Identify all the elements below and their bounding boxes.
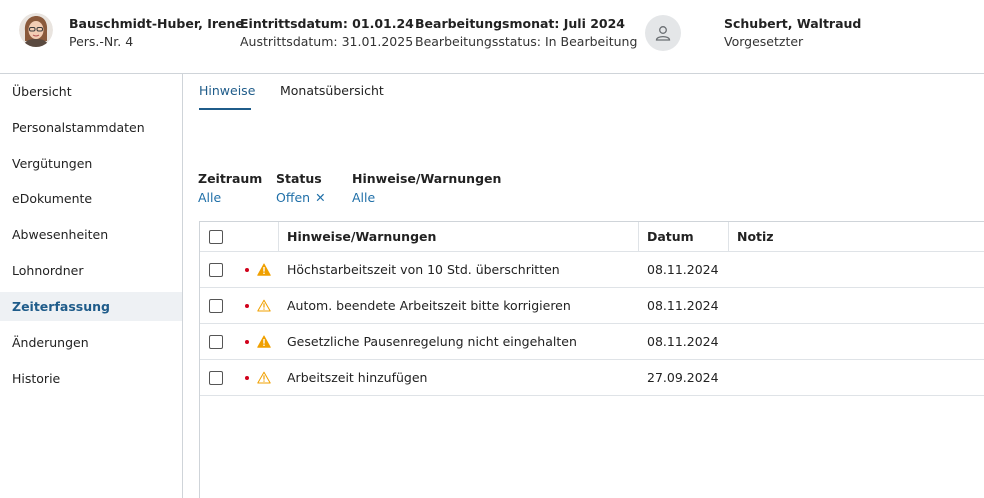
- filter-hinweise-value[interactable]: Alle: [352, 190, 376, 205]
- sidebar-item-uebersicht[interactable]: Übersicht: [12, 84, 72, 99]
- row-checkbox[interactable]: [209, 262, 223, 277]
- processing-status: Bearbeitungsstatus: In Bearbeitung: [415, 34, 638, 49]
- header: Bauschmidt-Huber, Irene Pers.-Nr. 4 Eint…: [0, 0, 984, 74]
- unread-dot-icon: [245, 267, 249, 272]
- supervisor-name: Schubert, Waltraud: [724, 16, 862, 31]
- tab-hinweise[interactable]: Hinweise: [199, 83, 256, 98]
- header-datum[interactable]: Datum: [647, 229, 694, 244]
- sidebar-item-historie[interactable]: Historie: [12, 371, 61, 386]
- table-header-row: Hinweise/Warnungen Datum Notiz: [200, 222, 984, 252]
- warning-filled-icon: [257, 263, 271, 276]
- row-date: 27.09.2024: [647, 370, 719, 385]
- select-all-checkbox[interactable]: [209, 229, 223, 244]
- table-row[interactable]: Gesetzliche Pausenregelung nicht eingeha…: [200, 324, 984, 360]
- supervisor-role: Vorgesetzter: [724, 34, 804, 49]
- row-text: Autom. beendete Arbeitszeit bitte korrig…: [287, 298, 571, 313]
- employee-name: Bauschmidt-Huber, Irene: [69, 16, 244, 31]
- header-hinweise[interactable]: Hinweise/Warnungen: [287, 229, 437, 244]
- hinweise-table: Hinweise/Warnungen Datum Notiz Höchstarb…: [199, 221, 984, 498]
- active-tab-indicator: [199, 108, 251, 110]
- sidebar-item-lohnordner[interactable]: Lohnordner: [12, 263, 84, 278]
- sidebar-item-zeiterfassung[interactable]: Zeiterfassung: [0, 292, 182, 321]
- sidebar-item-personalstammdaten[interactable]: Personalstammdaten: [12, 120, 145, 135]
- row-checkbox[interactable]: [209, 370, 223, 385]
- entry-date: Eintrittsdatum: 01.01.24: [240, 16, 414, 31]
- row-text: Arbeitszeit hinzufügen: [287, 370, 428, 385]
- row-date: 08.11.2024: [647, 262, 719, 277]
- sidebar-item-abwesenheiten[interactable]: Abwesenheiten: [12, 227, 109, 242]
- clear-status-filter-icon[interactable]: ✕: [315, 190, 326, 205]
- warning-outline-icon: [257, 371, 271, 384]
- unread-dot-icon: [245, 339, 249, 344]
- select-all-cell: [209, 222, 223, 251]
- sidebar-item-aenderungen[interactable]: Änderungen: [12, 335, 89, 350]
- header-notiz[interactable]: Notiz: [737, 229, 774, 244]
- row-date: 08.11.2024: [647, 298, 719, 313]
- person-icon: [655, 26, 671, 41]
- sidebar: Übersicht Personalstammdaten Vergütungen…: [0, 74, 183, 498]
- tab-monatsuebersicht[interactable]: Monatsübersicht: [280, 83, 384, 98]
- processing-month: Bearbeitungsmonat: Juli 2024: [415, 16, 626, 31]
- row-date: 08.11.2024: [647, 334, 719, 349]
- row-text: Höchstarbeitszeit von 10 Std. überschrit…: [287, 262, 560, 277]
- filter-zeitraum-value[interactable]: Alle: [198, 190, 222, 205]
- filter-zeitraum-label: Zeitraum: [198, 171, 263, 186]
- unread-dot-icon: [245, 375, 249, 380]
- employee-avatar: [19, 13, 53, 47]
- table-row[interactable]: Höchstarbeitszeit von 10 Std. überschrit…: [200, 252, 984, 288]
- exit-date: Austrittsdatum: 31.01.2025: [240, 34, 414, 49]
- table-row[interactable]: Autom. beendete Arbeitszeit bitte korrig…: [200, 288, 984, 324]
- table-row[interactable]: Arbeitszeit hinzufügen 27.09.2024: [200, 360, 984, 396]
- sidebar-item-verguetungen[interactable]: Vergütungen: [12, 156, 93, 171]
- filter-status-value[interactable]: Offen: [276, 190, 311, 205]
- filter-status-label: Status: [276, 171, 322, 186]
- warning-outline-icon: [257, 299, 271, 312]
- filter-hinweise-label: Hinweise/Warnungen: [352, 171, 502, 186]
- warning-filled-icon: [257, 335, 271, 348]
- supervisor-avatar: [645, 15, 681, 51]
- row-text: Gesetzliche Pausenregelung nicht eingeha…: [287, 334, 577, 349]
- row-checkbox[interactable]: [209, 298, 223, 313]
- employee-pers-nr: Pers.-Nr. 4: [69, 34, 134, 49]
- row-checkbox[interactable]: [209, 334, 223, 349]
- unread-dot-icon: [245, 303, 249, 308]
- sidebar-item-edokumente[interactable]: eDokumente: [12, 191, 93, 206]
- filter-status: Offen ✕: [276, 189, 326, 206]
